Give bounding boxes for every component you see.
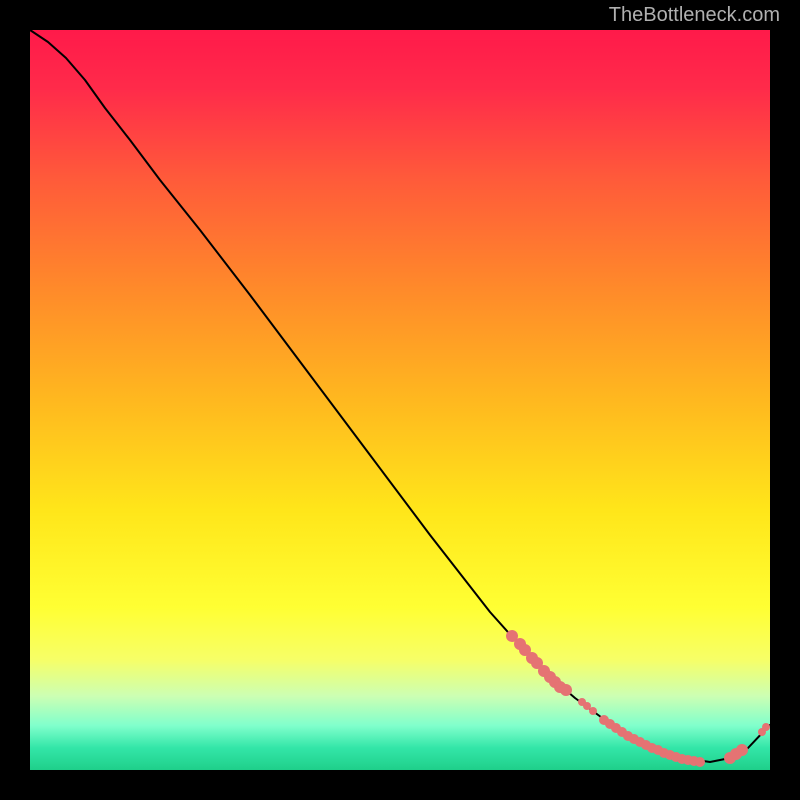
marker-dot (736, 744, 748, 756)
marker-dot (695, 757, 705, 767)
chart-area (30, 30, 770, 770)
bottleneck-curve (30, 30, 770, 762)
marker-layer (506, 630, 770, 767)
watermark-text: TheBottleneck.com (609, 4, 780, 27)
marker-dot (762, 723, 770, 731)
chart-overlay (30, 30, 770, 770)
marker-dot (560, 684, 572, 696)
marker-dot (589, 707, 597, 715)
